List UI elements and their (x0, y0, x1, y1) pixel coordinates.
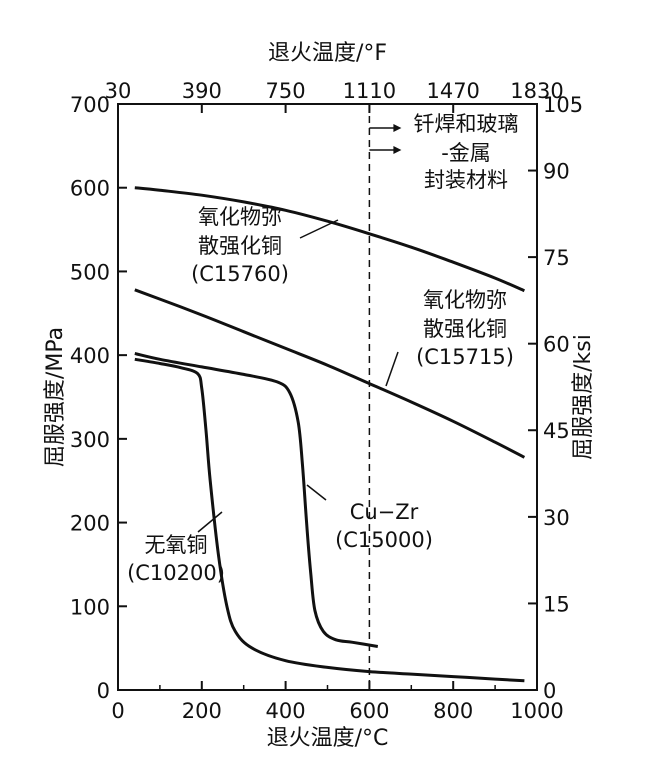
top-tick-label: 1830 (510, 79, 563, 103)
x-tick-label: 400 (266, 699, 306, 723)
series-c15760-label: 氧化物弥 (198, 205, 282, 229)
series-c15760-line (134, 186, 525, 293)
top-tick-label: 1110 (343, 79, 396, 103)
series-c10200-line (134, 357, 525, 683)
top-tick-label: 750 (266, 79, 306, 103)
y-tick-label: 300 (70, 428, 110, 452)
right-tick-label: 0 (543, 679, 556, 703)
right-tick-label: 45 (543, 419, 570, 443)
series-c15000-label: Cu−Zr (350, 500, 419, 524)
series-c15000-leader (306, 484, 327, 501)
right-tick-label: 75 (543, 246, 570, 270)
x-axis-title: 退火温度/°C (267, 726, 389, 751)
series-c15715-label: 散强化铜 (423, 317, 507, 341)
series-c15715-label: 氧化物弥 (423, 288, 507, 312)
x-tick-label: 0 (111, 699, 124, 723)
top-tick-label: 30 (105, 79, 132, 103)
series-c15715-leader (385, 351, 399, 387)
right-tick-label: 15 (543, 592, 570, 616)
top-tick-label: 1470 (426, 79, 479, 103)
series-c10200-label: 无氧铜 (145, 533, 208, 557)
annotation-text: 钎焊和玻璃 (414, 112, 519, 136)
y-tick-label: 500 (70, 260, 110, 284)
right-tick-label: 60 (543, 333, 570, 357)
x-tick-label: 200 (182, 699, 222, 723)
top-tick-label: 390 (182, 79, 222, 103)
right-tick-label: 30 (543, 506, 570, 530)
annotation-arrow-head (393, 146, 402, 154)
series-c15000-line (134, 352, 379, 648)
series-c15000-label: (C15000) (335, 528, 433, 552)
y-tick-label: 700 (70, 93, 110, 117)
x-tick-label: 600 (349, 699, 389, 723)
annotation-text: -金属 (441, 141, 491, 165)
y-tick-label: 400 (70, 344, 110, 368)
y-tick-label: 0 (97, 679, 110, 703)
x-tick-label: 1000 (510, 699, 563, 723)
y-axis-title: 屈服强度/MPa (43, 327, 68, 467)
y-tick-label: 600 (70, 177, 110, 201)
series-c15760-label: (C15760) (191, 262, 289, 286)
series-c10200-label: (C10200) (127, 561, 225, 585)
series-c15715-label: (C15715) (416, 345, 514, 369)
right-tick-label: 90 (543, 160, 570, 184)
right-tick-label: 105 (543, 93, 583, 117)
x-tick-label: 800 (433, 699, 473, 723)
y-tick-label: 100 (70, 595, 110, 619)
y-axis-right-title: 屈服强度/ksi (571, 334, 596, 460)
series-c15715-line (134, 288, 526, 459)
annotation-text: 封装材料 (424, 168, 508, 192)
x-axis-top-title: 退火温度/°F (268, 41, 387, 66)
y-tick-label: 200 (70, 512, 110, 536)
series-c15760-label: 散强化铜 (198, 234, 282, 258)
series-c10200-leader (197, 511, 223, 533)
annotation-arrow-head (393, 124, 402, 132)
series-c15760-leader (299, 219, 339, 239)
